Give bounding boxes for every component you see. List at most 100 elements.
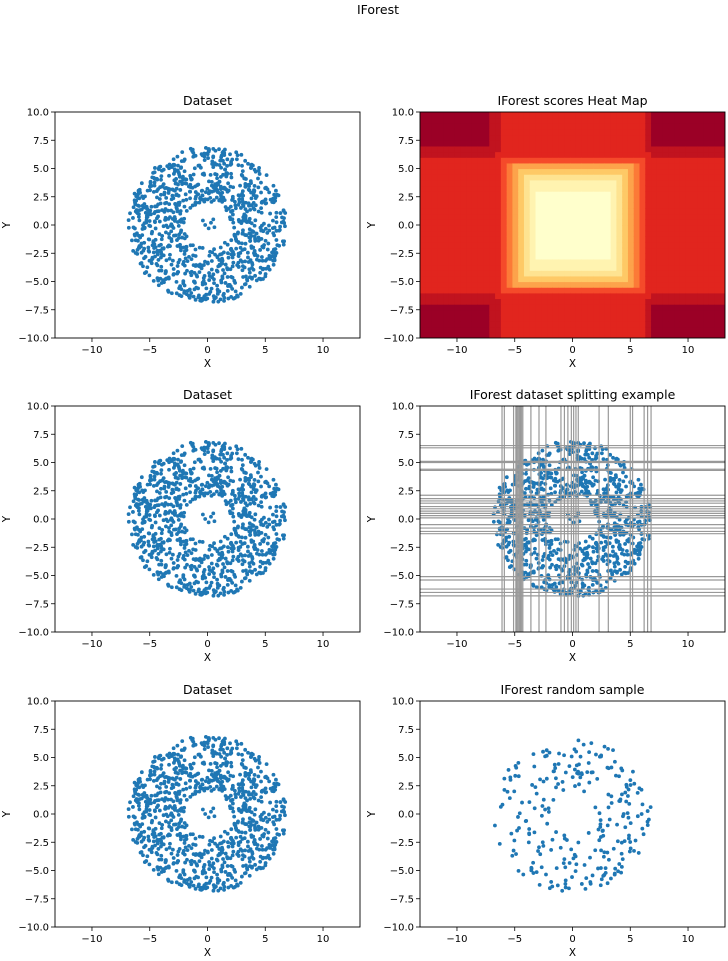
heat-cell [570, 304, 577, 311]
heat-cell [656, 117, 664, 124]
data-point [277, 522, 282, 527]
heat-cell [668, 191, 675, 198]
heat-cell [685, 304, 693, 311]
heat-cell [535, 287, 542, 294]
data-point [243, 158, 248, 163]
data-point [264, 173, 269, 177]
heat-cell [512, 287, 519, 294]
heat-cell [495, 258, 502, 266]
heat-cell [523, 304, 531, 311]
heat-cell [616, 292, 623, 300]
heat-cell [645, 287, 652, 294]
heat-cell [691, 332, 698, 338]
heat-cell [425, 321, 433, 328]
heat-cell [547, 253, 554, 260]
heat-cell [512, 134, 519, 141]
data-point [192, 287, 197, 292]
data-point [247, 521, 252, 526]
data-point [580, 484, 585, 489]
heat-cell [523, 292, 531, 300]
heat-cell [541, 309, 548, 316]
heat-cell [697, 179, 704, 187]
data-point [530, 519, 535, 524]
heat-cell [599, 230, 606, 237]
data-point [243, 241, 248, 246]
heat-cell [691, 253, 698, 260]
heat-cell [535, 140, 542, 147]
heat-cell [523, 270, 531, 277]
heat-cell [593, 241, 600, 249]
heat-cell [443, 162, 450, 170]
data-point [177, 293, 182, 298]
heat-cell [691, 275, 698, 283]
heat-cell [431, 140, 438, 147]
data-point [272, 486, 277, 491]
data-point [594, 546, 599, 551]
data-point [261, 560, 266, 565]
heat-cell [558, 298, 566, 305]
heat-cell [633, 287, 641, 294]
heat-cell [454, 162, 462, 170]
data-point [178, 284, 183, 289]
data-point [155, 471, 160, 476]
data-point [252, 517, 257, 522]
heat-cell [466, 253, 473, 260]
heat-cell [714, 117, 721, 124]
data-point [215, 269, 220, 274]
heat-cell [518, 241, 525, 249]
data-point [177, 497, 181, 501]
data-point [250, 556, 255, 561]
heat-cell [622, 321, 629, 328]
heat-cell [587, 236, 594, 243]
data-point [136, 195, 140, 200]
heat-cell [512, 117, 519, 124]
heat-cell [483, 123, 490, 130]
data-point [193, 494, 198, 499]
heat-cell [674, 270, 681, 277]
data-point [133, 532, 138, 537]
heat-cell [599, 174, 606, 181]
data-point [278, 518, 282, 523]
heat-cell [437, 264, 444, 271]
data-point [533, 546, 537, 551]
data-point [169, 585, 174, 590]
heat-cell [656, 225, 664, 232]
heat-cell [570, 208, 577, 215]
heat-cell [610, 213, 618, 220]
data-point [165, 519, 170, 524]
data-point [136, 189, 141, 194]
heat-cell [523, 202, 531, 209]
data-point [219, 252, 224, 256]
heat-cell [558, 287, 566, 294]
data-point [159, 575, 164, 579]
data-point [534, 556, 539, 561]
data-point [253, 490, 258, 495]
heat-cell [627, 202, 635, 209]
heat-cell [506, 315, 514, 322]
heat-cell [529, 287, 537, 294]
heat-cell [645, 332, 652, 338]
heat-cell [587, 292, 594, 300]
data-point [243, 200, 248, 205]
x-tick-label: −5 [142, 345, 157, 356]
heat-cell [506, 151, 514, 158]
heat-cell [523, 247, 531, 254]
heat-cell [685, 140, 693, 147]
data-point [193, 541, 198, 546]
heat-cell [708, 298, 716, 305]
heat-cell [656, 253, 664, 260]
heat-cell [639, 281, 646, 288]
heat-cell [431, 162, 438, 170]
heat-cell [633, 304, 641, 311]
data-point [526, 518, 531, 523]
heat-cell [558, 134, 566, 141]
heat-cell [685, 213, 693, 220]
heat-cell [477, 191, 485, 198]
heat-cell [622, 185, 629, 192]
heat-cell [610, 219, 618, 226]
data-point [221, 268, 225, 272]
plot-area [420, 112, 725, 338]
data-point [188, 146, 193, 151]
heat-cell [622, 258, 629, 266]
heat-cell [518, 225, 525, 232]
